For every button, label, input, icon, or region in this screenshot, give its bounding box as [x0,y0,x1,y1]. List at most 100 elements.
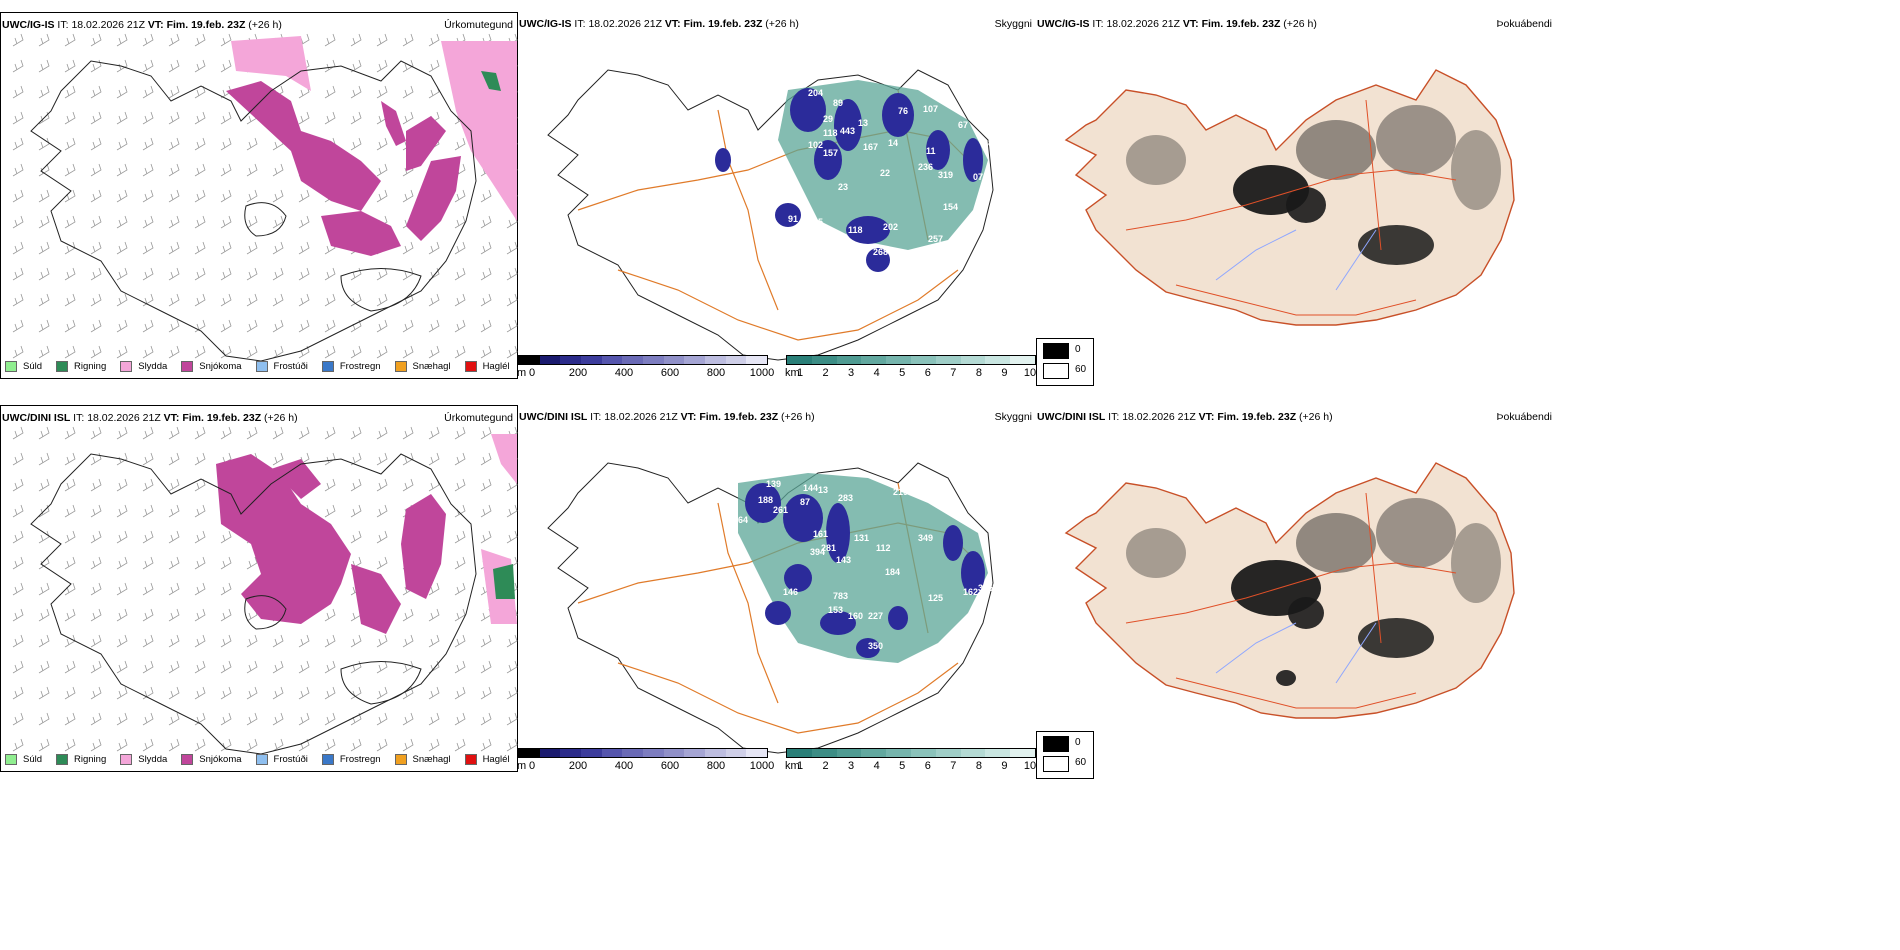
cloudbase-label: 91 [788,214,798,224]
wind-barb [324,33,336,47]
glacier-outline [340,268,422,312]
cloudbase-label: 219 [893,487,908,497]
wind-barb [480,478,492,492]
colorbar-tick: 0 [528,367,536,379]
wind-barb [220,111,232,125]
wind-barb [64,319,76,333]
wind-barb [246,686,258,700]
wind-barb [142,582,154,596]
colorbar-cell [684,356,705,364]
wind-barb [350,85,362,99]
wind-barb [428,241,440,255]
cloudbase-label: 443 [840,126,855,136]
wind-barb [142,33,154,47]
wind-barb [90,556,102,570]
wind-barb [64,293,76,307]
colorbar-cell [811,356,837,364]
wind-barb [38,582,50,596]
wind-barb [116,137,128,151]
wind-barb [90,738,102,752]
wind-barb [64,111,76,125]
wind-barb [116,608,128,622]
colorbar-tick: 600 [660,760,680,772]
wind-barb [350,111,362,125]
wind-barb [194,163,206,177]
wind-barb [428,686,440,700]
wind-barb [90,634,102,648]
rivers [1215,229,1377,291]
wind-barb [38,634,50,648]
wind-barb [246,712,258,726]
wind-barb [38,345,50,359]
wind-barb [350,738,362,752]
wind-barb [168,345,180,359]
colorbar-tick: 4 [873,367,880,379]
wind-barb [38,33,50,47]
wind-barb [64,530,76,544]
wind-barb [246,634,258,648]
wind-barb [12,85,24,99]
model-name: UWC/DINI ISL [2,412,71,424]
wind-barb [64,478,76,492]
wind-barb [272,241,284,255]
fog-label-top: 0 [1075,737,1081,748]
wind-barb [116,504,128,518]
wind-barb [194,293,206,307]
wind-barb [116,33,128,47]
wind-barb [376,712,388,726]
wind-barb [428,59,440,73]
cloudbase-label: 07 [973,172,983,182]
wind-barb [142,163,154,177]
wind-barb [402,345,414,359]
wind-barb [324,712,336,726]
colorbar-cell [985,749,1011,757]
wind-barb [376,426,388,440]
wind-barb [142,608,154,622]
visibility-ticks: 1 2 3 4 5 6 7 8 9 10 [786,760,1036,774]
colorbar-cell [960,749,986,757]
legend-item: Súld [5,753,42,765]
wind-barb [454,556,466,570]
wind-barb [142,738,154,752]
wind-barb [324,504,336,518]
wind-barb [506,634,518,648]
legend-label: Snjókoma [199,753,242,765]
wind-barb [454,267,466,281]
wind-barb [12,293,24,307]
colorbar-cell [1010,356,1035,364]
legend-label: Haglél [482,360,510,372]
wind-barb [194,345,206,359]
wind-barb [12,59,24,73]
colorbar-tick: 1000 [749,760,775,772]
colorbar-tick: 200 [568,367,588,379]
wind-barb [454,712,466,726]
wind-barb [298,319,310,333]
wind-barb [38,85,50,99]
wind-barb [194,738,206,752]
colorbar-tick: 400 [614,760,634,772]
wind-barb [324,686,336,700]
fog-label-bottom: 60 [1075,364,1087,375]
fog-patches [1126,498,1501,686]
wind-barb [506,712,518,726]
wind-barb [168,556,180,570]
colorbar-cell [746,749,767,757]
wind-barb [194,59,206,73]
legend-swatch [321,753,334,765]
precip-type-panel-top: UWC/IG-IS IT: 18.02.2026 21Z VT: Fim. 19… [0,12,518,379]
colorbar-tick: 600 [660,367,680,379]
legend-label: Frostregn [339,360,381,372]
wind-barb [194,634,206,648]
wind-barb [376,267,388,281]
wind-barb [402,85,414,99]
wind-barb [272,293,284,307]
wind-barb [116,293,128,307]
wind-barb [194,478,206,492]
wind-barb [90,215,102,229]
wind-barb [272,426,284,440]
colorbar-cell [746,356,767,364]
fog-legend-bottom: 0 60 [1036,731,1094,779]
wind-barb [142,241,154,255]
